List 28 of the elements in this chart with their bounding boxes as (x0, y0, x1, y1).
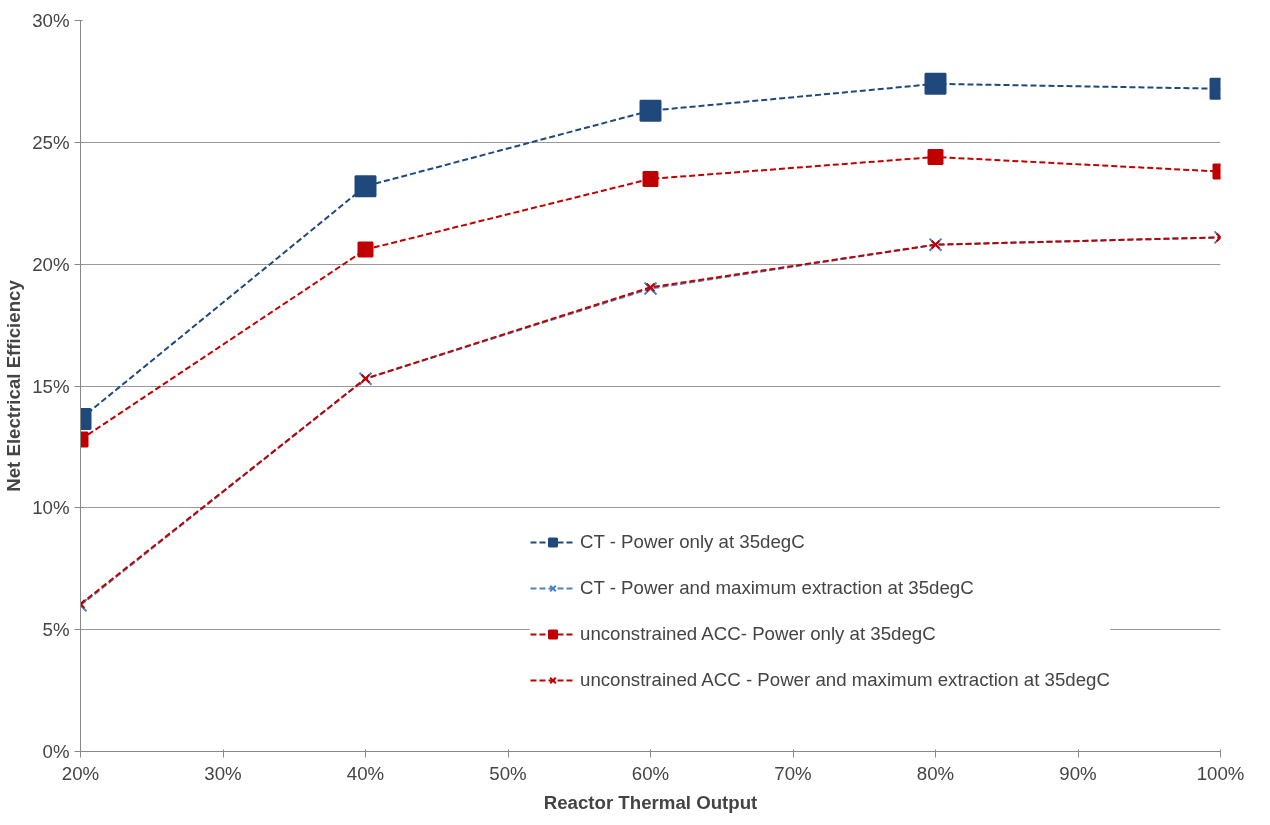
x-axis-title: Reactor Thermal Output (543, 791, 758, 813)
y-tick-label: 20% (32, 253, 70, 275)
y-axis-title: Net Electrical Efficiency (3, 279, 25, 492)
x-tick-label: 70% (774, 762, 812, 784)
point (924, 72, 947, 95)
point (639, 99, 662, 122)
point (357, 241, 374, 258)
y-tick-label: 15% (32, 375, 70, 397)
point (354, 175, 377, 198)
y-tick-label: 0% (42, 741, 70, 762)
y-tick-label: 5% (42, 619, 70, 641)
x-tick-label: 100% (1196, 762, 1245, 784)
x-tick-label: 90% (1059, 762, 1097, 784)
y-tick-label: 30% (32, 10, 70, 31)
point (927, 148, 944, 165)
y-tick-label: 25% (32, 131, 70, 153)
x-tick-label: 20% (61, 762, 100, 784)
x-tick-label: 40% (346, 762, 385, 784)
point (642, 170, 659, 187)
legend-label: unconstrained ACC- Power only at 35degC (580, 623, 936, 645)
x-tick-label: 50% (489, 762, 527, 784)
legend-label: CT - Power and maximum extraction at 35degC (580, 577, 974, 599)
x-tick-label: 80% (916, 762, 955, 784)
legend-label: unconstrained ACC - Power and maximum extraction at 35degC (580, 669, 1110, 691)
y-tick-label: 10% (32, 497, 70, 519)
legend-label: CT - Power only at 35degC (580, 531, 805, 553)
x-tick-label: 60% (631, 762, 670, 784)
x-tick-label: 30% (204, 762, 242, 784)
